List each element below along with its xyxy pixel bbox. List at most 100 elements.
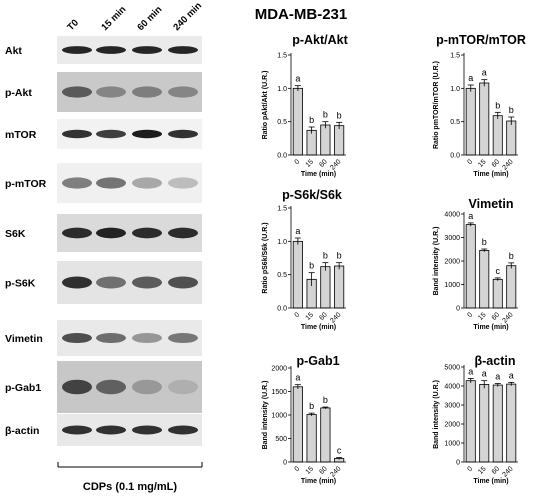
significance-label: b <box>309 261 314 271</box>
significance-label: a <box>495 372 500 382</box>
significance-label: a <box>295 226 300 236</box>
significance-label: c <box>496 266 501 276</box>
bar <box>492 115 503 156</box>
bar <box>306 129 317 156</box>
y-tick-label: 1.5 <box>450 53 460 60</box>
x-tick-label: 0 <box>294 465 302 473</box>
significance-label: b <box>482 237 487 247</box>
blot-band <box>62 86 92 98</box>
significance-label: a <box>295 74 300 84</box>
x-axis-label: Time (min) <box>301 171 336 178</box>
bar <box>492 278 503 309</box>
blot-band <box>132 379 162 395</box>
y-tick-label: 0.0 <box>277 153 287 160</box>
y-tick-label: 0 <box>283 460 287 467</box>
y-tick-label: 0.0 <box>277 306 287 313</box>
blot-band <box>168 177 198 189</box>
x-tick-label: 15 <box>477 465 488 476</box>
blot-band <box>132 177 162 189</box>
bar <box>334 265 345 309</box>
blot-row-label: mTOR <box>5 129 37 141</box>
blot-band <box>132 332 162 344</box>
significance-label: b <box>509 251 514 261</box>
chart-title: p-Akt/Akt <box>292 33 348 47</box>
significance-label: b <box>337 110 342 120</box>
blot-band <box>62 177 92 189</box>
y-tick-label: 2000 <box>444 259 460 266</box>
bar <box>334 125 345 156</box>
blot-band <box>132 46 162 54</box>
blot-band <box>96 332 126 344</box>
x-tick-label: 0 <box>466 311 474 319</box>
significance-label: c <box>337 446 342 456</box>
blot-band <box>132 129 162 139</box>
blot-band <box>62 332 92 344</box>
x-tick-label: 60 <box>318 465 329 476</box>
y-tick-label: 500 <box>275 436 287 443</box>
blot-band <box>168 379 198 395</box>
blot-band <box>168 276 198 289</box>
significance-label: b <box>309 115 314 125</box>
y-tick-label: 0 <box>456 460 460 467</box>
blot-band <box>62 227 92 239</box>
x-axis-label: Time (min) <box>473 478 508 485</box>
x-tick-label: 240 <box>501 158 514 171</box>
blot-band <box>168 86 198 98</box>
blot-row-label: p-Gab1 <box>5 382 41 394</box>
significance-label: a <box>468 211 473 221</box>
blot-band <box>96 276 126 289</box>
y-tick-label: 0.0 <box>450 153 460 160</box>
significance-label: b <box>323 395 328 405</box>
blot-band <box>96 379 126 395</box>
chart-title: p-S6k/S6k <box>282 188 342 202</box>
blot-row-label: S6K <box>5 228 26 240</box>
x-tick-label: 240 <box>329 158 342 171</box>
x-tick-label: 15 <box>305 465 316 476</box>
blot-band <box>168 227 198 239</box>
blot-band <box>62 379 92 395</box>
x-tick-label: 240 <box>329 311 342 324</box>
x-tick-label: 240 <box>501 311 514 324</box>
y-tick-label: 1.0 <box>450 86 460 93</box>
significance-label: a <box>482 369 487 379</box>
y-tick-label: 1.5 <box>277 53 287 60</box>
y-tick-label: 1000 <box>444 441 460 448</box>
blot-row-label: p-S6K <box>5 278 36 290</box>
significance-label: a <box>509 370 514 380</box>
blot-band <box>132 86 162 98</box>
y-tick-label: 1.0 <box>277 86 287 93</box>
blot-band <box>168 332 198 344</box>
chart-title: p-Gab1 <box>296 354 339 368</box>
blot-band <box>96 86 126 98</box>
significance-label: b <box>509 105 514 115</box>
chart-title: Vimetin <box>469 197 514 211</box>
blot-row-label: Vimetin <box>5 333 43 345</box>
x-axis-label: Time (min) <box>473 324 508 331</box>
y-axis-label: Ratio pAkt/Akt (U.R.) <box>262 71 269 140</box>
bar <box>506 265 517 309</box>
x-tick-label: 240 <box>329 465 342 478</box>
bar <box>506 120 517 156</box>
western-blot-panel: T0 15 min 60 min 240 min Akt p-Akt mTOR p-mTOR S… <box>5 0 204 493</box>
bar-charts-panel: p-Akt/Akt a 0 b 15 b 60 b 240 0.0 0.5 1.0 1.5 Time (m… <box>262 33 526 485</box>
y-tick-label: 0.5 <box>450 119 460 126</box>
chart-4: p-Gab1 a 0 b 15 b 60 c 240 0 500 1000 1500 2000 Time (… <box>262 354 346 485</box>
x-tick-label: 15 <box>477 311 488 322</box>
blot-row-label: β-actin <box>5 425 39 437</box>
blot-band <box>62 276 92 289</box>
x-tick-label: 0 <box>294 311 302 319</box>
y-tick-label: 0.5 <box>277 119 287 126</box>
x-tick-label: 15 <box>477 158 488 169</box>
chart-1: p-mTOR/mTOR a 0 a 15 b 60 b 240 0.0 0.5 1.0 1.5 Time … <box>433 33 526 178</box>
lane-label: 240 min <box>171 0 204 33</box>
bar <box>292 240 303 309</box>
x-tick-label: 240 <box>501 465 514 478</box>
x-tick-label: 0 <box>466 465 474 473</box>
y-tick-label: 1.0 <box>277 239 287 246</box>
blot-row-label: Akt <box>5 45 22 57</box>
significance-label: b <box>323 251 328 261</box>
significance-label: a <box>468 366 473 376</box>
blot-band <box>62 425 92 435</box>
x-tick-label: 0 <box>466 158 474 166</box>
